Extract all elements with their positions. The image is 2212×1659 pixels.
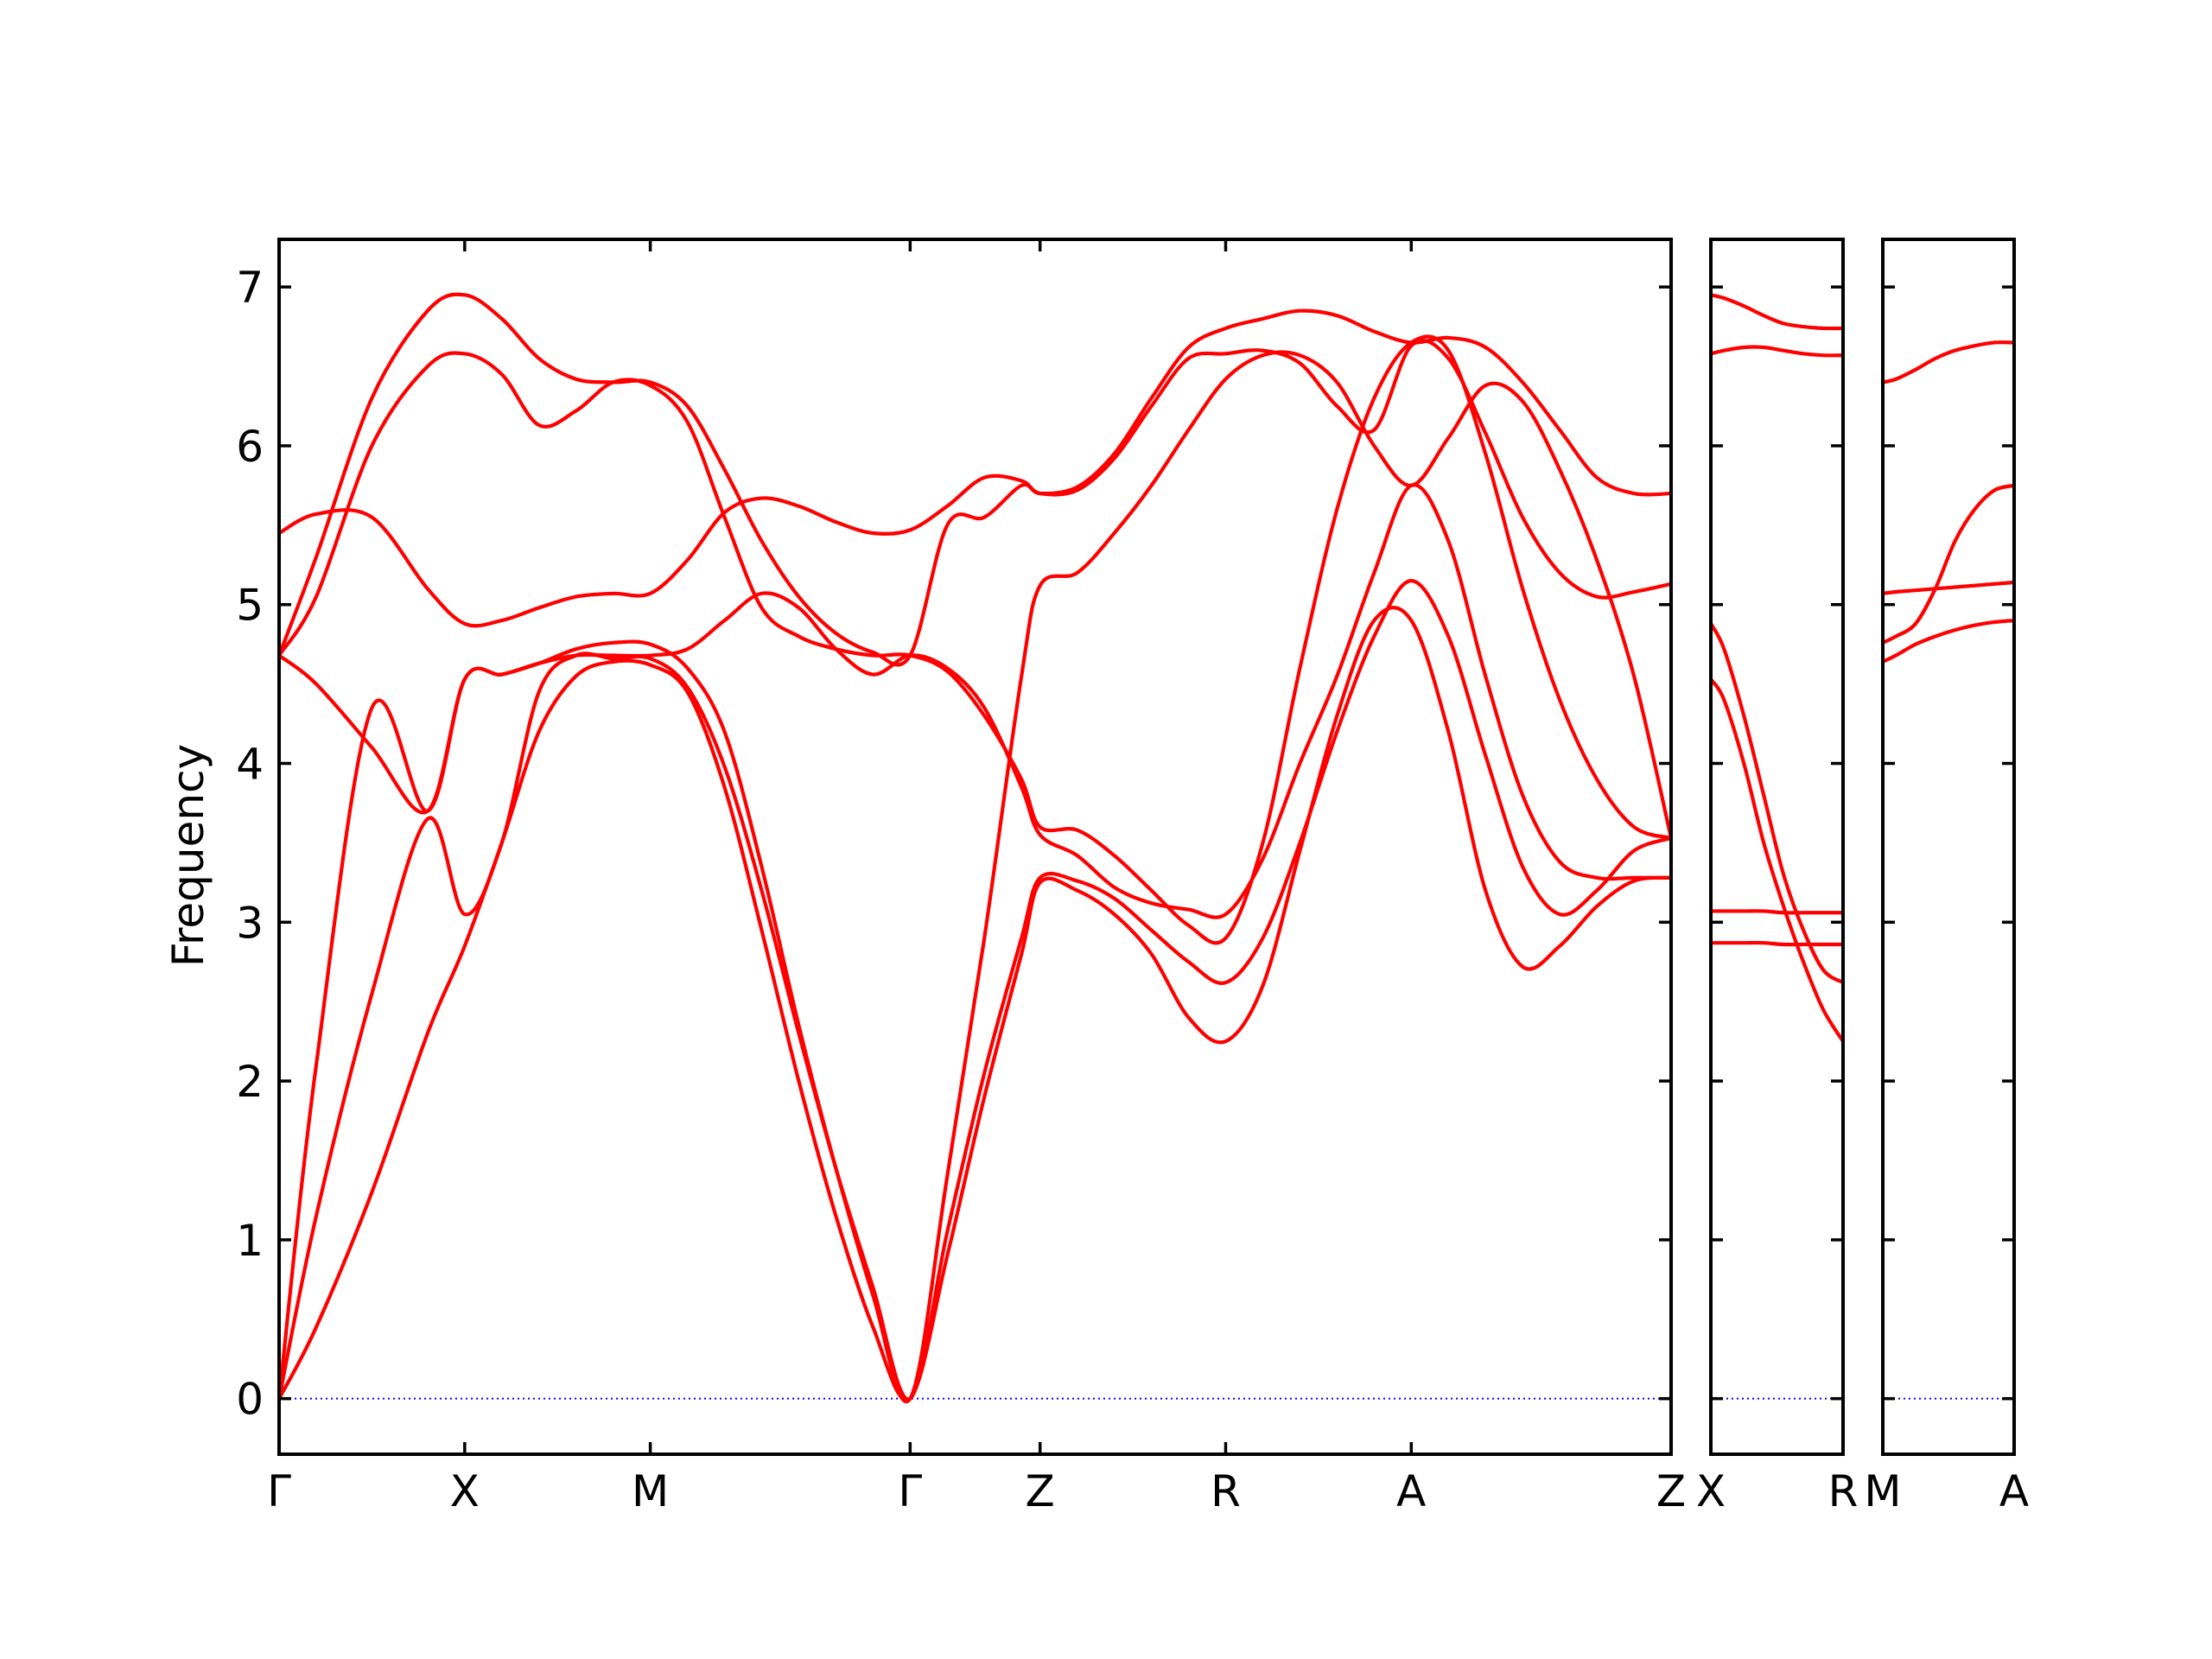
phonon-band-5 [279,334,1671,945]
phonon-band-6 [279,339,1671,628]
x-tick-label-X: X [1696,1466,1726,1516]
x-tick-label-M: M [632,1466,669,1516]
x-tick-label-A: A [1999,1466,2029,1516]
panel-3-plot-area [1883,340,2014,1400]
phonon-band-7 [279,292,1671,667]
phonon-band-2 [1883,483,2014,645]
panel-1-frame [277,238,1673,1456]
phonon-band-1 [1711,940,1843,947]
y-tick-label: 4 [236,740,264,790]
y-tick-label: 1 [236,1216,264,1266]
panel-2-plot-area [1711,293,1843,1400]
bands-layer [279,292,2014,1403]
phonon-band-4 [279,483,1671,919]
y-tick-label: 7 [236,263,264,313]
phonon-band-3 [279,350,1671,1403]
phonon-band-2 [1711,909,1843,915]
phonon-band-2 [279,579,1671,1402]
x-tick-label-Γ: Γ [267,1466,291,1516]
x-tick-label-Z: Z [1656,1466,1686,1516]
panel-2-frame [1709,238,1845,1456]
x-tick-label-R: R [1211,1466,1241,1516]
x-tick-label-Z: Z [1026,1466,1055,1516]
phonon-band-6 [1711,293,1843,331]
y-axis-title: Frequency [163,744,213,967]
phonon-band-5 [1711,345,1843,358]
panel-1-plot-area [279,292,1671,1403]
phonon-band-3 [1711,677,1843,1044]
phonon-band-3 [1883,580,2014,595]
y-tick-label: 3 [236,898,264,948]
phonon-band-4 [1711,621,1843,985]
phonon-band-1 [279,606,1671,1402]
x-tick-label-A: A [1396,1466,1426,1516]
y-tick-label: 2 [236,1057,264,1107]
y-tick-label: 5 [236,581,264,631]
x-tick-label-Γ: Γ [898,1466,922,1516]
panel-3-frame [1881,238,2016,1456]
y-tick-label: 0 [236,1375,264,1425]
phonon-band-4 [1883,340,2014,385]
x-tick-label-M: M [1864,1466,1901,1516]
x-tick-label-R: R [1828,1466,1859,1516]
x-tick-label-X: X [450,1466,480,1516]
y-tick-label: 6 [236,422,264,472]
phonon-band-1 [1883,619,2014,664]
